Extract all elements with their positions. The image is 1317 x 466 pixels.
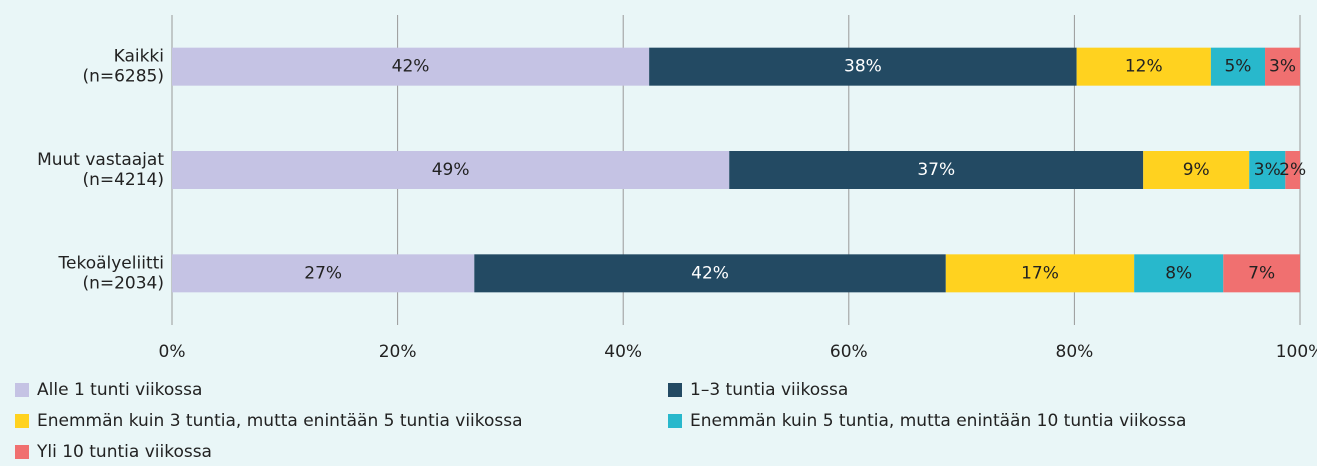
y-tick-label: Muut vastaajat (n=4214) (37, 150, 164, 190)
bar-segment (1265, 47, 1300, 86)
legend-label: Yli 10 tuntia viikossa (36, 442, 212, 462)
bar-segment (945, 254, 1135, 293)
legend-label: 1–3 tuntia viikossa (690, 380, 848, 400)
y-tick-line: Tekoälyeliitti (58, 253, 164, 273)
bar-segment (1210, 47, 1266, 86)
bar-segment (172, 254, 475, 293)
bar-segment (172, 151, 730, 189)
bar-segment (1249, 151, 1286, 189)
y-tick-line: Kaikki (114, 47, 164, 67)
data-label: 42% (392, 57, 430, 77)
bar-segment (1285, 151, 1300, 189)
y-tick-label: Kaikki (n=6285) (82, 47, 164, 87)
legend-swatch (15, 383, 29, 397)
legend-swatch (15, 445, 29, 459)
bar-segment (649, 47, 1077, 86)
bar-segment (1223, 254, 1300, 293)
legend-swatch (15, 414, 29, 428)
data-label: 42% (691, 263, 729, 283)
data-label: 38% (844, 57, 882, 77)
data-label: 5% (1224, 57, 1251, 77)
x-tick-label: 60% (830, 342, 868, 362)
x-tick-label: 80% (1056, 342, 1094, 362)
data-label: 49% (432, 160, 470, 180)
y-tick-label: Tekoälyeliitti (n=2034) (58, 253, 164, 293)
y-tick-line: (n=4214) (82, 170, 164, 190)
bar-segment (1134, 254, 1224, 293)
bar-segment (1076, 47, 1211, 86)
x-tick-label: 40% (604, 342, 642, 362)
data-label: 7% (1248, 263, 1275, 283)
legend-label: Enemmän kuin 3 tuntia, mutta enintään 5 … (37, 411, 523, 431)
legend-label: Enemmän kuin 5 tuntia, mutta enintään 10… (690, 411, 1186, 431)
data-label: 2% (1279, 160, 1306, 180)
legend-swatch (668, 414, 682, 428)
bar-segment (729, 151, 1144, 189)
bar-segment (1143, 151, 1250, 189)
data-label: 37% (917, 160, 955, 180)
legend-swatch (668, 383, 682, 397)
y-tick-line: Muut vastaajat (37, 150, 164, 170)
x-tick-label: 20% (379, 342, 417, 362)
data-label: 17% (1021, 263, 1059, 283)
bar-segment (474, 254, 946, 293)
data-label: 8% (1165, 263, 1192, 283)
bar-segment (172, 47, 650, 86)
data-label: 3% (1269, 57, 1296, 77)
data-label: 27% (304, 263, 342, 283)
legend-label: Alle 1 tunti viikossa (37, 380, 202, 400)
data-label: 9% (1183, 160, 1210, 180)
y-tick-line: (n=6285) (82, 67, 164, 87)
x-tick-label: 100% (1276, 342, 1317, 362)
x-tick-label: 0% (159, 342, 186, 362)
data-label: 12% (1125, 57, 1163, 77)
data-label: 3% (1254, 160, 1281, 180)
y-tick-line: (n=2034) (82, 273, 164, 293)
